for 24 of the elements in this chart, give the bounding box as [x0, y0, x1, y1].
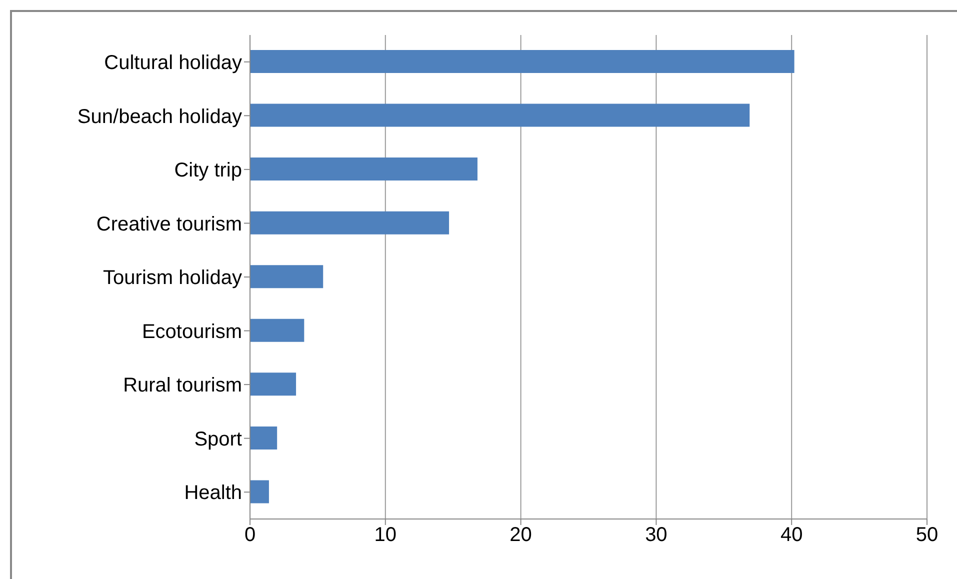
bar	[250, 50, 794, 73]
x-tick-label: 40	[780, 524, 803, 546]
bar	[250, 318, 304, 342]
y-tick-label: City trip	[174, 160, 242, 182]
bar	[250, 265, 324, 288]
bar	[250, 480, 269, 504]
x-tick-label: 20	[510, 524, 532, 546]
bar	[250, 104, 750, 127]
y-tick-label: Sun/beach holiday	[77, 106, 242, 128]
y-tick-label: Ecotourism	[142, 320, 242, 343]
bar	[250, 211, 450, 234]
x-tick-label: 30	[645, 524, 668, 546]
x-tick-label: 10	[374, 524, 397, 546]
x-tick-label: 50	[916, 524, 938, 546]
bar	[250, 426, 278, 450]
x-tick-label: 0	[244, 524, 256, 546]
y-tick-label: Health	[184, 482, 242, 504]
y-tick-label: Sport	[194, 428, 242, 450]
y-tick-label: Tourism holiday	[103, 267, 242, 290]
bar	[250, 372, 296, 396]
y-tick-label: Cultural holiday	[104, 52, 242, 74]
y-tick-label: Rural tourism	[123, 374, 242, 397]
y-tick-label: Creative tourism	[96, 213, 242, 236]
bar	[250, 158, 478, 181]
